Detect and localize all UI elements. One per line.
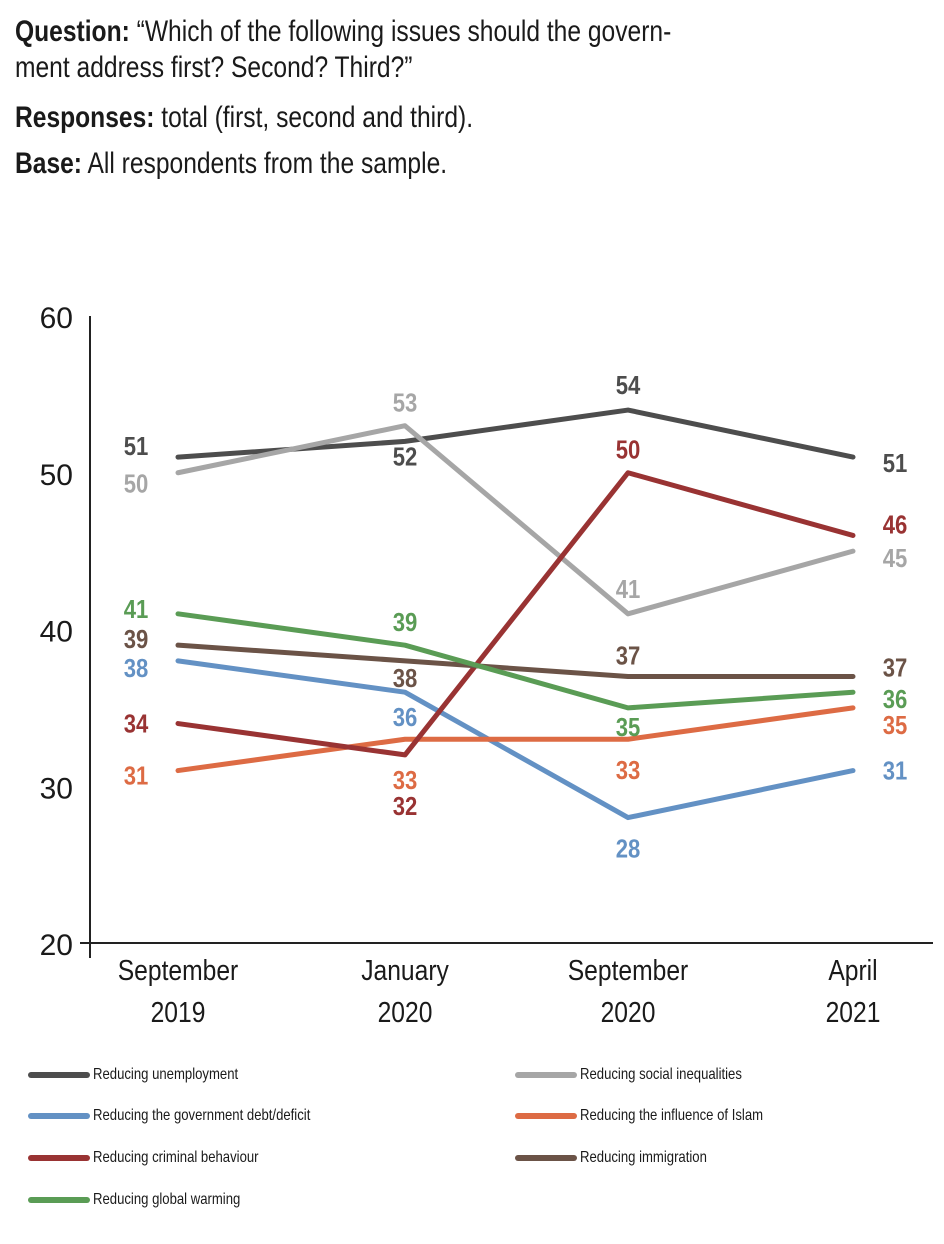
data-label: 28 — [616, 835, 641, 864]
question-text: “Which of the following issues should th… — [129, 15, 672, 48]
series-lines — [175, 407, 856, 821]
legend-item: Reducing immigration — [515, 1149, 735, 1167]
question-label: Question: — [15, 15, 130, 48]
x-tick-label: September — [568, 954, 689, 986]
data-label: 31 — [124, 762, 149, 791]
legend-label: Reducing the influence of Islam — [580, 1107, 764, 1124]
data-label: 31 — [883, 757, 908, 786]
x-tick-label: September — [118, 954, 239, 986]
question-line-1: Question: “Which of the following issues… — [15, 14, 671, 50]
data-label: 36 — [393, 704, 418, 733]
legend-label: Reducing immigration — [580, 1149, 707, 1166]
legend-swatch — [515, 1072, 577, 1078]
data-label: 36 — [883, 686, 908, 715]
data-label: 45 — [883, 544, 908, 573]
responses-text: total (first, second and third). — [154, 101, 474, 134]
y-tick-label: 60 — [40, 302, 73, 335]
data-label: 41 — [616, 575, 641, 604]
data-label: 35 — [883, 711, 908, 740]
legend-item: Reducing criminal behaviour — [28, 1149, 295, 1167]
legend-swatch — [28, 1072, 90, 1078]
x-tick-label: 2020 — [601, 996, 656, 1028]
data-label: 39 — [393, 609, 418, 638]
data-label: 37 — [883, 654, 908, 683]
data-label: 32 — [393, 792, 418, 821]
data-label: 35 — [616, 713, 641, 742]
data-labels: 51 52 54 51 50 53 41 45 38 36 28 31 31 33 33 35 34 32 50 46… — [124, 371, 908, 864]
data-label: 50 — [124, 470, 149, 499]
data-label: 37 — [616, 642, 641, 671]
data-label: 51 — [124, 432, 149, 461]
data-label: 33 — [393, 767, 418, 796]
data-label: 52 — [393, 443, 418, 472]
question-text-continued: ment address first? Second? Third?” — [15, 51, 413, 84]
data-label: 41 — [124, 595, 149, 624]
data-label: 38 — [124, 654, 149, 683]
line-chart: 20 30 40 50 60 September 2019 January 2020 Septem… — [40, 302, 933, 1028]
base-label: Base: — [15, 147, 83, 180]
legend-label: Reducing unemployment — [93, 1066, 239, 1083]
data-label: 50 — [616, 436, 641, 465]
data-label: 46 — [883, 511, 908, 540]
legend-swatch — [28, 1155, 90, 1161]
x-tick-label: 2021 — [826, 996, 881, 1028]
series-line-5 — [175, 470, 856, 758]
series-line-7 — [175, 611, 856, 711]
legend-item: Reducing social inequalities — [515, 1066, 777, 1084]
base-text: All respondents from the sample. — [82, 147, 448, 180]
y-tick-label: 50 — [40, 459, 73, 492]
base-line: Base: All respondents from the sample. — [15, 146, 447, 182]
series-line-4 — [175, 705, 856, 774]
responses-line: Responses: total (first, second and thir… — [15, 100, 473, 136]
series-line-6 — [175, 642, 856, 680]
legend-label: Reducing social inequalities — [580, 1066, 742, 1083]
legend-item: Reducing the government debt/deficit — [28, 1107, 358, 1125]
y-tick-label: 30 — [40, 772, 73, 805]
legend-swatch — [515, 1155, 577, 1161]
x-tick-label: April — [828, 954, 877, 986]
y-tick-label: 20 — [40, 929, 73, 962]
question-line-2: ment address first? Second? Third?” — [15, 50, 412, 86]
legend-item: Reducing unemployment — [28, 1066, 270, 1084]
data-label: 54 — [616, 371, 641, 400]
legend-swatch — [28, 1113, 90, 1119]
data-label: 34 — [124, 710, 149, 739]
x-tick-label: 2019 — [151, 996, 206, 1028]
data-label: 38 — [393, 664, 418, 693]
data-label: 39 — [124, 626, 149, 655]
axes: 20 30 40 50 60 September 2019 January 2020 Septem… — [40, 302, 933, 1028]
x-tick-label: January — [361, 954, 449, 986]
data-label: 51 — [883, 449, 908, 478]
series-line-3 — [175, 658, 856, 821]
y-tick-label: 40 — [40, 616, 73, 649]
responses-label: Responses: — [15, 101, 155, 134]
legend-item: Reducing global warming — [28, 1191, 273, 1209]
data-label: 53 — [393, 389, 418, 418]
legend-label: Reducing global warming — [93, 1191, 241, 1208]
legend-label: Reducing criminal behaviour — [93, 1149, 259, 1166]
legend-item: Reducing the influence of Islam — [515, 1107, 803, 1125]
legend-swatch — [28, 1197, 90, 1203]
legend-label: Reducing the government debt/deficit — [93, 1107, 311, 1124]
data-label: 33 — [616, 757, 641, 786]
legend-swatch — [515, 1113, 577, 1119]
series-line-2 — [175, 423, 856, 617]
x-tick-label: 2020 — [378, 996, 433, 1028]
